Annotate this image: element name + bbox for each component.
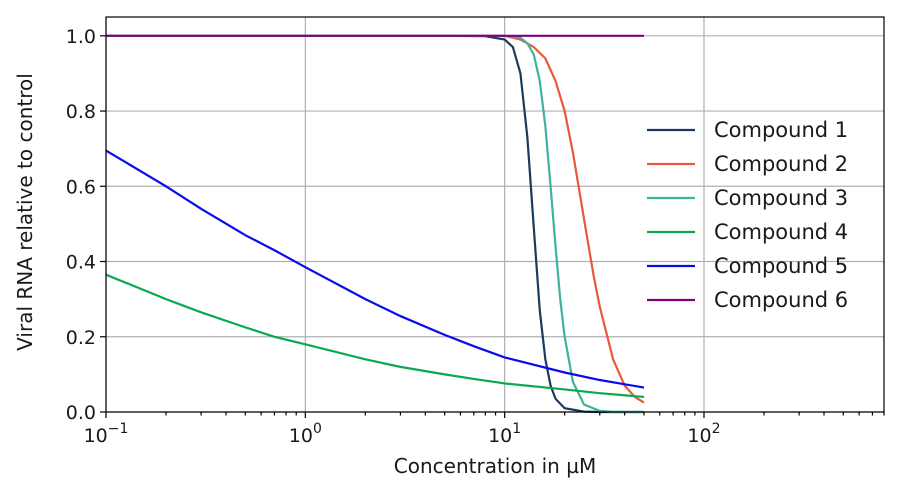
y-tick-label: 0.6 bbox=[66, 176, 96, 198]
x-tick-label: 101 bbox=[488, 421, 521, 447]
series-line-compound-5 bbox=[105, 149, 645, 389]
y-tick-label: 1.0 bbox=[66, 26, 96, 48]
x-tick-exponent: 1 bbox=[512, 421, 521, 437]
legend-label: Compound 2 bbox=[714, 152, 848, 176]
x-tick-base: 10 bbox=[488, 425, 512, 447]
series-line-compound-3 bbox=[106, 34, 644, 414]
x-tick-exponent: 2 bbox=[712, 421, 721, 437]
x-tick-base: 10 bbox=[84, 425, 108, 447]
y-tick-label: 0.4 bbox=[66, 252, 96, 274]
legend-label: Compound 6 bbox=[714, 288, 848, 312]
x-tick-base: 10 bbox=[289, 425, 313, 447]
legend-label: Compound 4 bbox=[714, 220, 848, 244]
x-tick-base: 10 bbox=[687, 425, 711, 447]
series-line-compound-4 bbox=[105, 273, 645, 399]
x-tick-label: 100 bbox=[289, 421, 322, 447]
legend-label: Compound 3 bbox=[714, 186, 848, 210]
y-axis-label: Viral RNA relative to control bbox=[13, 73, 37, 351]
y-tick-label: 0.2 bbox=[66, 327, 96, 349]
legend-label: Compound 5 bbox=[714, 254, 848, 278]
legend-label: Compound 1 bbox=[714, 118, 848, 142]
x-tick-label: 10−1 bbox=[84, 421, 129, 447]
x-tick-label: 102 bbox=[687, 421, 720, 447]
y-tick-label: 0.0 bbox=[66, 402, 96, 424]
axis-ticks: 0.00.20.40.60.81.010−1 100 101 102 bbox=[66, 26, 885, 447]
legend: Compound 1 Compound 2 Compound 3 Compound 4… bbox=[647, 118, 848, 312]
series-line-compound-2 bbox=[106, 34, 645, 404]
plot-series bbox=[105, 34, 645, 414]
y-tick-label: 0.8 bbox=[66, 101, 96, 123]
x-tick-exponent: 0 bbox=[313, 421, 322, 437]
x-tick-exponent: −1 bbox=[108, 421, 129, 437]
x-axis-label: Concentration in µM bbox=[394, 454, 596, 478]
